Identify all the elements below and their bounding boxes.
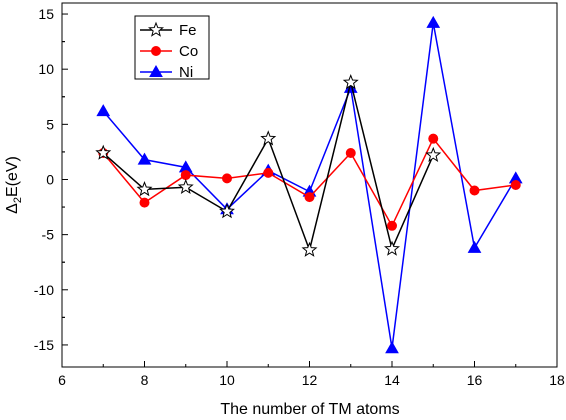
y-axis-title-symbol: Δ	[4, 203, 21, 214]
y-tick-label: 10	[38, 61, 54, 77]
y-tick-label: 0	[46, 171, 54, 187]
legend-item-co: Co	[140, 43, 198, 60]
legend-item-ni: Ni	[140, 64, 193, 81]
y-tick-label: -10	[34, 282, 54, 298]
series-co-point	[428, 133, 439, 144]
series-co-point	[263, 167, 274, 178]
series-co-point	[222, 173, 232, 184]
series-fe-point	[219, 203, 235, 219]
y-tick-label: -5	[42, 227, 55, 243]
x-tick-labels: 6 8 10 12 14 16 18	[58, 372, 565, 388]
legend-marker-co	[151, 46, 161, 56]
series-co-point	[345, 148, 356, 159]
legend-marker-fe	[148, 21, 164, 37]
series-fe	[95, 74, 442, 257]
series-fe-point	[425, 146, 442, 163]
series-co-point	[387, 220, 397, 231]
series-fe-point	[177, 178, 194, 194]
axis-ticks	[61, 13, 558, 367]
x-tick-label: 8	[141, 372, 149, 388]
series-ni-point	[96, 104, 111, 117]
legend-label-co: Co	[179, 43, 198, 60]
series-ni-point	[385, 341, 399, 354]
x-tick-label: 10	[219, 372, 235, 388]
series-ni-point	[426, 15, 441, 28]
y-axis-title-subscript: 2	[12, 197, 24, 203]
series-fe-point	[136, 181, 153, 197]
series-co-point	[180, 170, 191, 181]
x-axis-title: The number of TM atoms	[220, 401, 399, 418]
y-tick-labels: -15 -10 -5 0 5 10 15	[34, 6, 54, 353]
legend-label-ni: Ni	[179, 64, 193, 81]
legend-box	[134, 15, 210, 80]
series-co-point	[139, 197, 150, 208]
y-tick-label: 15	[38, 6, 54, 22]
series-co-line	[102, 137, 516, 228]
series-fe-point	[342, 74, 359, 90]
x-tick-label: 12	[302, 372, 318, 388]
legend-item-fe: Fe	[140, 21, 197, 39]
series-fe-point	[384, 240, 400, 256]
y-axis-title-rest: E(eV)	[4, 156, 21, 197]
series-layer	[95, 15, 523, 354]
x-tick-label: 18	[549, 372, 565, 388]
x-tick-label: 14	[384, 372, 400, 388]
legend: Fe Co Ni	[134, 15, 210, 81]
y-tick-label: 5	[46, 116, 54, 132]
x-tick-label: 16	[467, 372, 483, 388]
series-co	[98, 133, 521, 231]
legend-label-fe: Fe	[179, 22, 197, 39]
series-ni-point	[467, 240, 482, 253]
y-tick-label: -15	[34, 337, 54, 353]
series-co-point	[510, 180, 521, 190]
series-ni-point	[137, 152, 152, 165]
y-axis-title: Δ2E(eV)	[4, 156, 24, 214]
series-fe-point	[260, 130, 277, 146]
legend-marker-ni	[149, 64, 163, 77]
x-tick-label: 6	[58, 372, 66, 388]
series-fe-point	[95, 144, 112, 160]
series-co-point	[469, 185, 480, 196]
legend-items: Fe Co Ni	[140, 21, 198, 81]
series-fe-point	[301, 241, 318, 257]
series-co-point	[304, 192, 315, 203]
